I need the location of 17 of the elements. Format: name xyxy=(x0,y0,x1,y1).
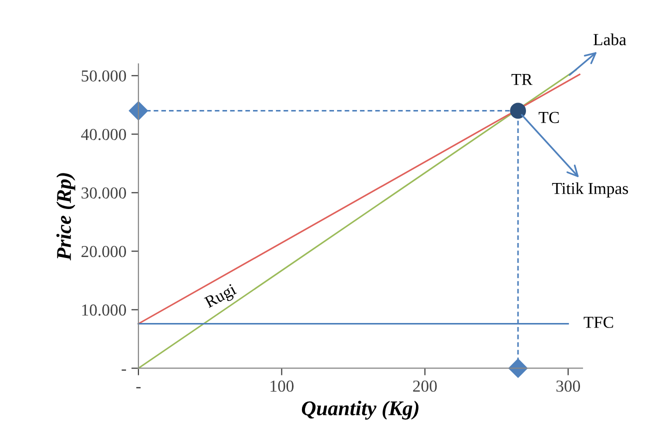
y-axis-title: Price (Rp) xyxy=(56,173,76,260)
x-tick-label: 300 xyxy=(556,380,580,392)
y-tick-label: 10.000 xyxy=(82,304,126,316)
series-label: TFC xyxy=(584,316,614,328)
x-tick-label: 100 xyxy=(270,380,294,392)
y-tick-label: 30.000 xyxy=(82,187,126,199)
x-axis-title: Quantity (Kg) xyxy=(302,400,418,420)
y-tick-label: 40.000 xyxy=(81,128,126,140)
y-tick-label: 20.000 xyxy=(82,246,126,258)
annotation: Laba xyxy=(594,34,626,46)
annotation: Rugi xyxy=(204,283,239,312)
series-label: TC xyxy=(538,112,559,124)
annotation: Titik Impas xyxy=(552,182,628,198)
series-label: TR xyxy=(512,74,532,85)
x-tick-label: 200 xyxy=(413,380,437,392)
y-tick-label: 50.000 xyxy=(82,70,126,82)
y-tick-label: - xyxy=(122,369,126,371)
